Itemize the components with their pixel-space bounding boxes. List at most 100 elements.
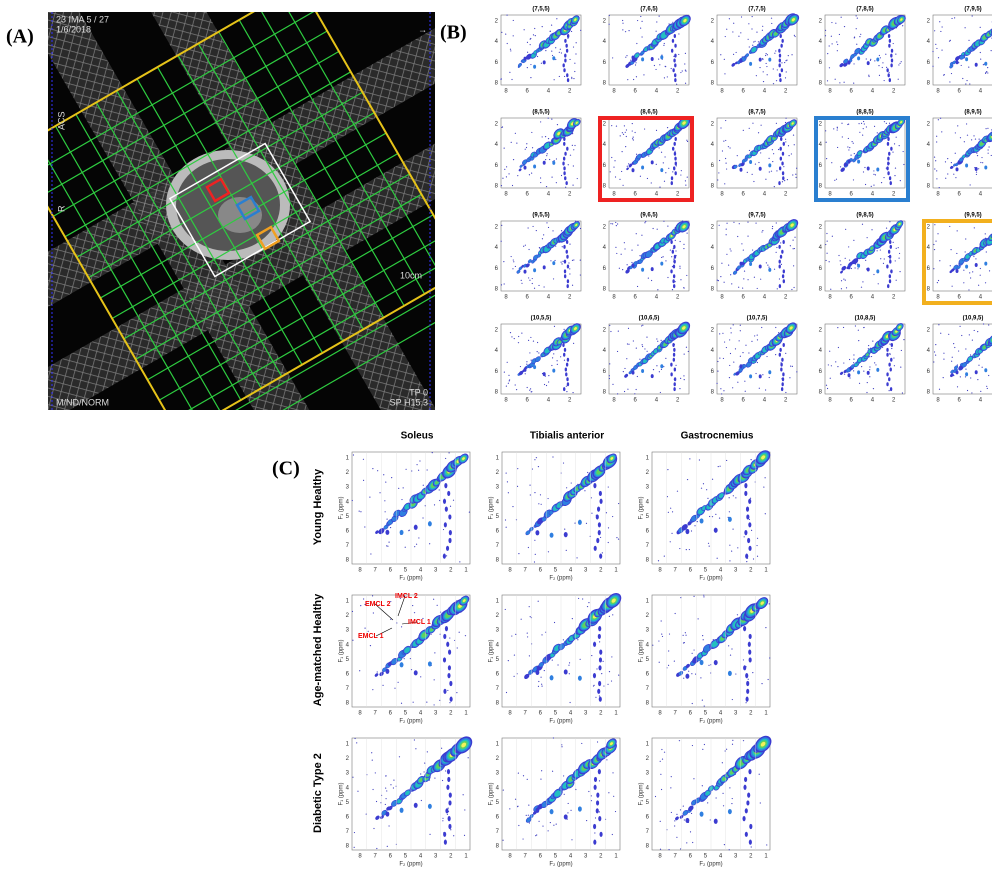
- noise: [653, 369, 654, 370]
- noise: [702, 700, 703, 701]
- peak: [563, 166, 565, 170]
- peak: [748, 642, 751, 647]
- noise: [529, 822, 530, 823]
- noise: [765, 513, 766, 514]
- noise: [521, 283, 522, 284]
- noise: [573, 46, 574, 47]
- peak: [778, 245, 780, 249]
- noise: [873, 388, 874, 389]
- noise: [354, 738, 355, 739]
- noise: [757, 334, 758, 335]
- peak: [743, 626, 746, 631]
- noise: [943, 359, 944, 360]
- noise: [665, 172, 666, 173]
- noise: [838, 255, 839, 256]
- noise: [942, 26, 943, 27]
- peak: [524, 368, 527, 372]
- plot-title: (7,6,5): [640, 7, 657, 13]
- noise: [683, 244, 684, 245]
- noise: [507, 43, 508, 44]
- noise: [693, 649, 694, 650]
- peak: [780, 34, 782, 38]
- noise: [525, 245, 526, 246]
- peak: [965, 163, 968, 167]
- noise: [864, 167, 865, 168]
- noise: [785, 118, 786, 119]
- noise: [528, 277, 529, 278]
- noise: [673, 259, 674, 260]
- peak: [671, 49, 673, 53]
- noise: [715, 797, 716, 798]
- noise: [658, 640, 659, 641]
- noise: [837, 127, 838, 128]
- peak: [566, 49, 568, 53]
- noise: [753, 558, 754, 559]
- noise: [741, 243, 742, 244]
- noise: [518, 553, 519, 554]
- peak: [632, 371, 635, 375]
- noise: [753, 41, 754, 42]
- noise: [692, 653, 693, 654]
- noise: [533, 341, 534, 342]
- peak: [867, 61, 870, 65]
- noise: [826, 233, 827, 234]
- noise: [618, 539, 619, 540]
- noise: [708, 543, 709, 544]
- noise: [935, 44, 936, 45]
- x-tick-label: 3: [434, 854, 438, 860]
- noise: [694, 525, 695, 526]
- noise: [607, 684, 608, 685]
- peak: [660, 168, 663, 172]
- noise: [385, 798, 386, 799]
- peak: [780, 255, 782, 259]
- noise: [726, 347, 727, 348]
- noise: [654, 65, 655, 66]
- noise: [719, 333, 720, 334]
- noise: [826, 158, 827, 159]
- noise: [447, 814, 448, 815]
- noise: [828, 364, 829, 365]
- x-tick-label: 4: [419, 568, 423, 574]
- noise: [940, 333, 941, 334]
- peak: [975, 167, 978, 171]
- noise: [971, 139, 972, 140]
- noise: [504, 169, 505, 170]
- noise: [970, 277, 971, 278]
- x-axis-label: F₂ (ppm): [549, 719, 572, 725]
- noise: [675, 240, 676, 241]
- y-tick-label: 4: [496, 499, 500, 505]
- noise: [732, 387, 733, 388]
- noise: [573, 149, 574, 150]
- noise: [569, 244, 570, 245]
- noise: [528, 249, 529, 250]
- noise: [680, 241, 681, 242]
- noise: [733, 324, 734, 325]
- noise: [675, 365, 676, 366]
- peak: [848, 373, 851, 377]
- x-tick-label: 8: [936, 192, 940, 198]
- noise: [622, 23, 623, 24]
- peak: [593, 642, 596, 647]
- peak: [889, 78, 891, 82]
- plot-title: (9,5,5): [532, 213, 549, 219]
- y-tick-label: 6: [819, 266, 823, 272]
- peak: [672, 147, 674, 151]
- peak: [564, 39, 566, 43]
- noise: [889, 123, 890, 124]
- peak: [567, 279, 569, 283]
- noise: [987, 67, 988, 68]
- peak: [886, 68, 888, 72]
- y-tick-label: 6: [603, 60, 607, 66]
- noise: [373, 612, 374, 613]
- noise: [724, 282, 725, 283]
- noise: [987, 72, 988, 73]
- noise: [656, 164, 657, 165]
- peak: [596, 800, 599, 805]
- noise: [717, 361, 718, 362]
- noise: [722, 793, 723, 794]
- noise: [528, 227, 529, 228]
- noise: [679, 266, 680, 267]
- peak: [599, 491, 602, 496]
- plot-title: (10,7,5): [747, 316, 768, 322]
- noise: [636, 76, 637, 77]
